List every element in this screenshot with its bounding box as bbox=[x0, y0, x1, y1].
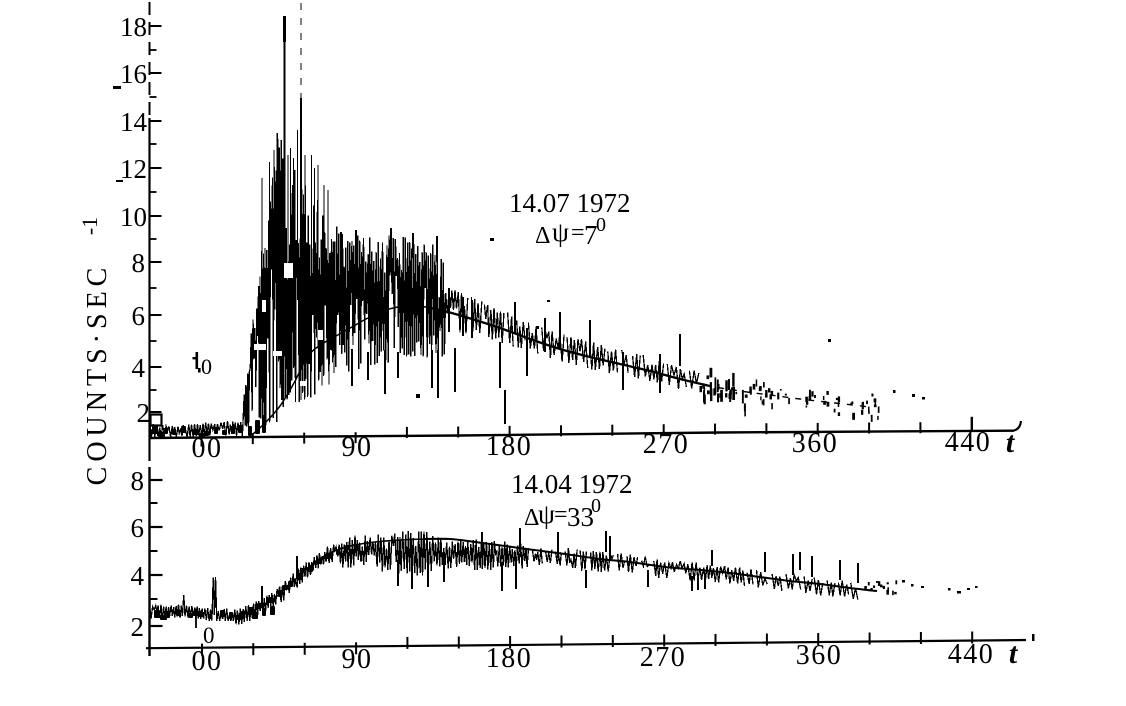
svg-text:2: 2 bbox=[131, 612, 145, 642]
svg-text:14: 14 bbox=[120, 107, 148, 137]
svg-text:90: 90 bbox=[342, 644, 373, 675]
svg-text:12: 12 bbox=[120, 154, 147, 184]
svg-text:ψ: ψ bbox=[538, 499, 555, 529]
svg-text:0: 0 bbox=[596, 214, 606, 236]
svg-text:00: 00 bbox=[192, 646, 223, 677]
svg-text:16: 16 bbox=[120, 59, 147, 89]
svg-text:360: 360 bbox=[796, 640, 843, 671]
svg-text:270: 270 bbox=[643, 429, 690, 460]
svg-text:14.04 1972: 14.04 1972 bbox=[511, 469, 633, 499]
svg-text:440: 440 bbox=[945, 427, 992, 458]
svg-text:=: = bbox=[571, 220, 585, 246]
svg-text:14.07 1972: 14.07 1972 bbox=[509, 188, 631, 218]
svg-text:t: t bbox=[1009, 637, 1019, 670]
svg-text:90: 90 bbox=[342, 432, 373, 463]
svg-text:8: 8 bbox=[131, 466, 145, 496]
svg-text:0: 0 bbox=[201, 354, 212, 379]
svg-text:10: 10 bbox=[120, 202, 147, 232]
svg-text:4: 4 bbox=[132, 353, 146, 383]
svg-text:t: t bbox=[1006, 426, 1016, 459]
svg-text:COUNTS·SEC: COUNTS·SEC bbox=[82, 263, 113, 486]
svg-text:6: 6 bbox=[131, 513, 145, 543]
svg-text:180: 180 bbox=[486, 643, 533, 674]
svg-text:Δ: Δ bbox=[524, 505, 539, 531]
svg-text:ψ: ψ bbox=[552, 217, 569, 247]
svg-text:00: 00 bbox=[192, 433, 223, 464]
svg-text:0: 0 bbox=[203, 623, 215, 648]
svg-text:-1: -1 bbox=[77, 217, 102, 235]
svg-text:Δ: Δ bbox=[535, 223, 550, 249]
svg-text:440: 440 bbox=[948, 639, 995, 670]
svg-text:=: = bbox=[554, 502, 568, 528]
svg-text:0: 0 bbox=[591, 495, 601, 517]
svg-text:4: 4 bbox=[131, 561, 145, 591]
svg-text:6: 6 bbox=[132, 301, 146, 331]
svg-text:2: 2 bbox=[137, 398, 151, 428]
svg-text:7: 7 bbox=[584, 220, 598, 250]
svg-text:180: 180 bbox=[486, 431, 533, 462]
svg-text:360: 360 bbox=[792, 428, 839, 459]
svg-text:18: 18 bbox=[120, 12, 147, 42]
svg-text:270: 270 bbox=[640, 642, 687, 673]
svg-text:8: 8 bbox=[132, 248, 146, 278]
svg-text:33: 33 bbox=[567, 502, 594, 532]
